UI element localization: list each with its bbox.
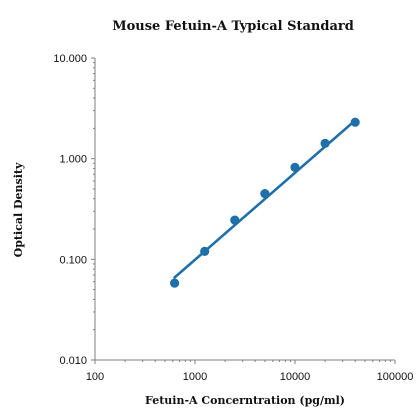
data-point: [169, 278, 180, 288]
y-tick-label: 10.000: [53, 53, 87, 65]
data-point: [200, 246, 210, 256]
data-point: [350, 117, 360, 127]
x-tick-label: 100: [86, 371, 104, 383]
data-point: [320, 138, 330, 148]
data-point: [260, 188, 270, 199]
x-tick-label: 10000: [280, 371, 311, 383]
x-tick-label: 1000: [183, 371, 207, 383]
y-tick-label: 0.010: [59, 355, 87, 367]
plot-area: 0.010 0.100 1.000 10.000 100 1000 10000 100000: [53, 53, 413, 383]
data-point: [230, 215, 240, 225]
y-tick-label: 0.100: [59, 254, 87, 266]
x-tick-label: 100000: [377, 371, 414, 383]
x-axis-title: Fetuin-A Concerntration (pg/ml): [145, 394, 345, 407]
y-tick-label: 1.000: [59, 154, 87, 166]
chart-title: Mouse Fetuin-A Typical Standard: [112, 19, 354, 34]
y-axis-title: Optical Density: [12, 162, 25, 257]
data-point: [290, 162, 300, 172]
